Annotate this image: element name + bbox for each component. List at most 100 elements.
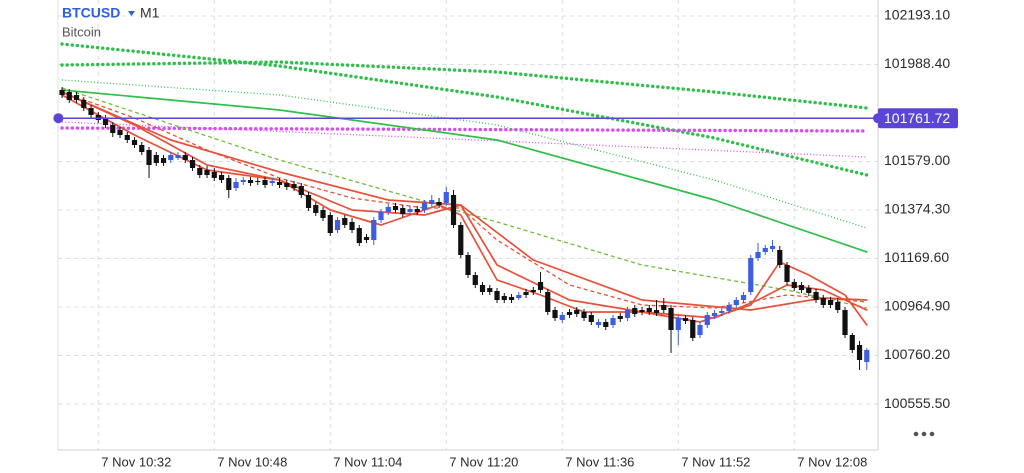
indicator-line bbox=[61, 89, 868, 253]
candle-body bbox=[682, 318, 689, 321]
candle-body bbox=[385, 206, 391, 212]
candle-body bbox=[494, 290, 500, 300]
candle-body bbox=[588, 315, 594, 322]
candle-body bbox=[784, 265, 790, 282]
symbol[interactable]: BTCUSD bbox=[62, 5, 120, 21]
candle-body bbox=[342, 218, 348, 225]
candle-body bbox=[501, 295, 507, 300]
candle-body bbox=[566, 311, 573, 315]
candle-body bbox=[530, 290, 536, 292]
candle-body bbox=[175, 155, 181, 159]
symbol-dropdown-icon[interactable] bbox=[128, 11, 135, 16]
candle-body bbox=[117, 130, 123, 135]
candle-body bbox=[842, 310, 848, 335]
candle-body bbox=[197, 168, 203, 175]
candle-body bbox=[313, 205, 319, 214]
candle-body bbox=[465, 255, 471, 275]
candle-body bbox=[255, 180, 261, 182]
candle-body bbox=[356, 228, 362, 244]
candle-body bbox=[102, 118, 109, 125]
candle-body bbox=[813, 291, 819, 300]
header: BTCUSD M1 Bitcoin bbox=[62, 5, 160, 40]
candle-body bbox=[791, 281, 797, 289]
candles bbox=[59, 86, 870, 370]
candle-body bbox=[661, 305, 667, 310]
x-tick-label: 7 Nov 11:20 bbox=[449, 454, 518, 469]
candle-body bbox=[458, 225, 464, 255]
candle-body bbox=[595, 321, 602, 325]
candle-body bbox=[856, 345, 863, 360]
candle-body bbox=[66, 91, 72, 100]
candle-body bbox=[574, 310, 580, 315]
price-line-handle bbox=[53, 113, 64, 124]
indicators bbox=[60, 42, 869, 326]
indicator-line bbox=[61, 87, 867, 309]
candle-body bbox=[740, 295, 747, 300]
candle-body bbox=[59, 90, 65, 95]
candle-body bbox=[429, 200, 435, 205]
candle-body bbox=[436, 201, 442, 205]
y-tick-label: 102193.10 bbox=[884, 7, 950, 23]
candle-body bbox=[189, 160, 196, 169]
candle-body bbox=[226, 178, 232, 190]
candle-body bbox=[153, 155, 159, 164]
candle-body bbox=[73, 95, 80, 100]
candle-body bbox=[262, 180, 268, 185]
candle-body bbox=[798, 285, 805, 290]
menu-dot[interactable] bbox=[929, 431, 935, 437]
price-label: 101761.72 bbox=[884, 110, 950, 126]
candle-body bbox=[755, 251, 761, 259]
candle-body bbox=[284, 183, 290, 187]
subtitle: Bitcoin bbox=[62, 24, 101, 39]
y-tick-label: 101374.30 bbox=[884, 201, 950, 217]
candle-body bbox=[139, 145, 145, 152]
more-menu[interactable] bbox=[913, 431, 935, 437]
candle-body bbox=[233, 181, 239, 189]
y-tick-label: 101988.40 bbox=[884, 55, 950, 71]
price-label-box bbox=[878, 108, 958, 129]
candle-body bbox=[88, 108, 94, 115]
candle-body bbox=[363, 236, 370, 240]
candle-body bbox=[690, 320, 696, 339]
candle-body bbox=[668, 308, 674, 330]
y-tick-label: 100760.20 bbox=[884, 346, 950, 362]
candle-body bbox=[864, 350, 870, 362]
candle-body bbox=[726, 305, 732, 311]
grid bbox=[58, 0, 878, 450]
candle-body bbox=[211, 171, 217, 179]
candle-body bbox=[414, 209, 420, 212]
candle-body bbox=[624, 310, 631, 319]
candle-body bbox=[552, 310, 558, 319]
indicator-line bbox=[61, 91, 867, 309]
candle-body bbox=[182, 155, 188, 160]
candle-body bbox=[820, 298, 826, 305]
candle-body bbox=[146, 150, 152, 165]
candle-body bbox=[204, 170, 210, 175]
candle-body bbox=[269, 180, 275, 184]
candle-body bbox=[748, 258, 754, 292]
x-tick-label: 7 Nov 11:52 bbox=[681, 454, 750, 469]
indicator-line bbox=[60, 60, 869, 110]
candle-body bbox=[160, 158, 167, 164]
y-tick-label: 100555.50 bbox=[884, 395, 950, 411]
candle-body bbox=[523, 291, 529, 295]
timeframe[interactable]: M1 bbox=[140, 5, 160, 21]
candle-body bbox=[305, 195, 312, 209]
candle-body bbox=[450, 195, 457, 225]
candle-body bbox=[646, 308, 652, 312]
candle-body bbox=[124, 135, 130, 140]
candle-body bbox=[392, 205, 399, 210]
candle-body bbox=[733, 300, 739, 305]
candle-body bbox=[653, 310, 660, 314]
candle-body bbox=[168, 155, 174, 160]
menu-dot[interactable] bbox=[913, 431, 919, 437]
candle-body bbox=[131, 140, 138, 145]
y-tick-label: 101169.60 bbox=[884, 249, 949, 265]
candle-body bbox=[632, 308, 638, 315]
candle-body bbox=[81, 100, 87, 109]
candle-body bbox=[298, 185, 304, 195]
candle-body bbox=[421, 203, 428, 210]
menu-dot[interactable] bbox=[921, 431, 927, 437]
